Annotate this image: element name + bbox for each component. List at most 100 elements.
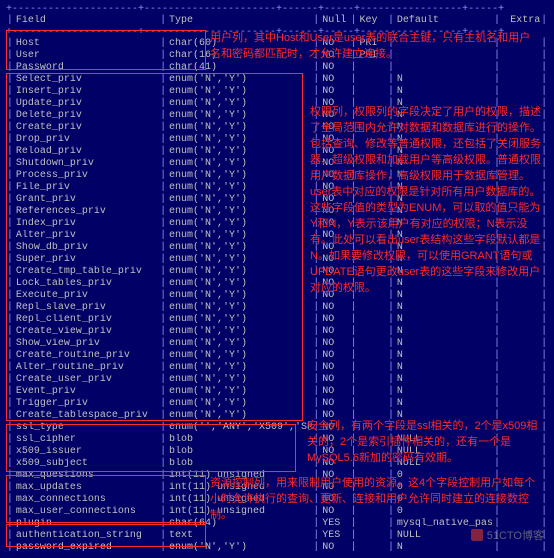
table-row: |ssl_cipher|blob|NO||NULL|| <box>6 434 548 446</box>
table-row: |Create_routine_priv|enum('N','Y')|NO||N… <box>6 350 548 362</box>
cell-default: N <box>395 374 493 386</box>
cell-null: NO <box>320 362 349 374</box>
cell-null: NO <box>320 506 349 518</box>
cell-type: enum('N','Y') <box>167 74 312 86</box>
cell-field: Password <box>14 62 159 74</box>
cell-type: enum('N','Y') <box>167 242 312 254</box>
table-row: |max_updates|int(11) unsigned|NO||0|| <box>6 482 548 494</box>
cell-field: authentication_string <box>14 530 159 542</box>
cell-type: int(11) unsigned <box>167 506 312 518</box>
table-row: |Repl_slave_priv|enum('N','Y')|NO||N|| <box>6 302 548 314</box>
cell-field: Delete_priv <box>14 110 159 122</box>
cell-field: Create_routine_priv <box>14 350 159 362</box>
cell-default: N <box>395 182 493 194</box>
cell-type: blob <box>167 434 312 446</box>
cell-field: Host <box>14 38 159 50</box>
cell-default: NULL <box>395 434 493 446</box>
cell-null: NO <box>320 278 349 290</box>
cell-field: Repl_slave_priv <box>14 302 159 314</box>
cell-field: ssl_cipher <box>14 434 159 446</box>
table-header-row: |Field |Type |Null |Key |Default |Extra … <box>6 15 548 27</box>
table-row: |Repl_client_priv|enum('N','Y')|NO||N|| <box>6 314 548 326</box>
table-row: |Event_priv|enum('N','Y')|NO||N|| <box>6 386 548 398</box>
table-row: |Select_priv|enum('N','Y')|NO||N|| <box>6 74 548 86</box>
cell-field: Super_priv <box>14 254 159 266</box>
cell-null: YES <box>320 530 349 542</box>
cell-default: N <box>395 242 493 254</box>
cell-field: max_questions <box>14 470 159 482</box>
cell-null: NO <box>320 182 349 194</box>
cell-type: char(60) <box>167 38 312 50</box>
table-row: |password_expired|enum('N','Y')|NO||N|| <box>6 542 548 554</box>
cell-type: enum('N','Y') <box>167 350 312 362</box>
cell-null: NO <box>320 494 349 506</box>
cell-default: N <box>395 254 493 266</box>
border-sep: +---------------------+-----------------… <box>6 27 548 38</box>
cell-field: Show_db_priv <box>14 242 159 254</box>
cell-null: NO <box>320 254 349 266</box>
cell-default: N <box>395 314 493 326</box>
cell-field: max_connections <box>14 494 159 506</box>
cell-null: NO <box>320 62 349 74</box>
table-row: |Index_priv|enum('N','Y')|NO||N|| <box>6 218 548 230</box>
watermark: 51CTO博客 <box>471 527 544 543</box>
col-header-extra: Extra <box>501 15 540 27</box>
cell-default: 0 <box>395 494 493 506</box>
cell-default: N <box>395 218 493 230</box>
cell-field: Insert_priv <box>14 86 159 98</box>
cell-default: N <box>395 98 493 110</box>
cell-default: N <box>395 338 493 350</box>
table-body: |Host|char(60)|NO|PRI||||User|char(16)|N… <box>6 38 548 554</box>
cell-field: max_user_connections <box>14 506 159 518</box>
cell-null: NO <box>320 206 349 218</box>
cell-type: enum('N','Y') <box>167 110 312 122</box>
cell-null: NO <box>320 122 349 134</box>
cell-field: Execute_priv <box>14 290 159 302</box>
cell-field: Alter_priv <box>14 230 159 242</box>
table-row: |Alter_priv|enum('N','Y')|NO||N|| <box>6 230 548 242</box>
cell-default: N <box>395 542 493 554</box>
cell-default: N <box>395 206 493 218</box>
cell-field: x509_issuer <box>14 446 159 458</box>
watermark-text: 51CTO博客 <box>487 527 544 543</box>
cell-default: N <box>395 362 493 374</box>
cell-null: NO <box>320 110 349 122</box>
cell-field: User <box>14 50 159 62</box>
cell-type: enum('N','Y') <box>167 338 312 350</box>
table-row: |x509_subject|blob|NO||NULL|| <box>6 458 548 470</box>
cell-field: Trigger_priv <box>14 398 159 410</box>
cell-default: N <box>395 86 493 98</box>
cell-null: NO <box>320 446 349 458</box>
cell-null: YES <box>320 518 349 530</box>
cell-null: NO <box>320 242 349 254</box>
table-row: |Super_priv|enum('N','Y')|NO||N|| <box>6 254 548 266</box>
cell-field: Select_priv <box>14 74 159 86</box>
table-row: |Drop_priv|enum('N','Y')|NO||N|| <box>6 134 548 146</box>
cell-null: NO <box>320 290 349 302</box>
cell-type: enum('N','Y') <box>167 386 312 398</box>
cell-type: enum('N','Y') <box>167 146 312 158</box>
col-header-default: Default <box>395 15 493 27</box>
cell-field: Create_priv <box>14 122 159 134</box>
cell-type: enum('N','Y') <box>167 170 312 182</box>
cell-default: N <box>395 74 493 86</box>
cell-default: N <box>395 122 493 134</box>
cell-field: Shutdown_priv <box>14 158 159 170</box>
cell-null: NO <box>320 302 349 314</box>
cell-null: NO <box>320 314 349 326</box>
cell-type: int(11) unsigned <box>167 494 312 506</box>
table-row: |Create_user_priv|enum('N','Y')|NO||N|| <box>6 374 548 386</box>
cell-default: 0 <box>395 470 493 482</box>
cell-type: enum('N','Y') <box>167 398 312 410</box>
cell-type: enum('N','Y') <box>167 134 312 146</box>
cell-null: NO <box>320 38 349 50</box>
table-row: |authentication_string|text|YES||NULL|| <box>6 530 548 542</box>
cell-field: Lock_tables_priv <box>14 278 159 290</box>
cell-default: N <box>395 278 493 290</box>
cell-field: Create_tablespace_priv <box>14 410 159 422</box>
table-row: |Lock_tables_priv|enum('N','Y')|NO||N|| <box>6 278 548 290</box>
cell-type: int(11) unsigned <box>167 470 312 482</box>
cell-default: NULL <box>395 446 493 458</box>
cell-null: NO <box>320 98 349 110</box>
table-row: |Process_priv|enum('N','Y')|NO||N|| <box>6 170 548 182</box>
